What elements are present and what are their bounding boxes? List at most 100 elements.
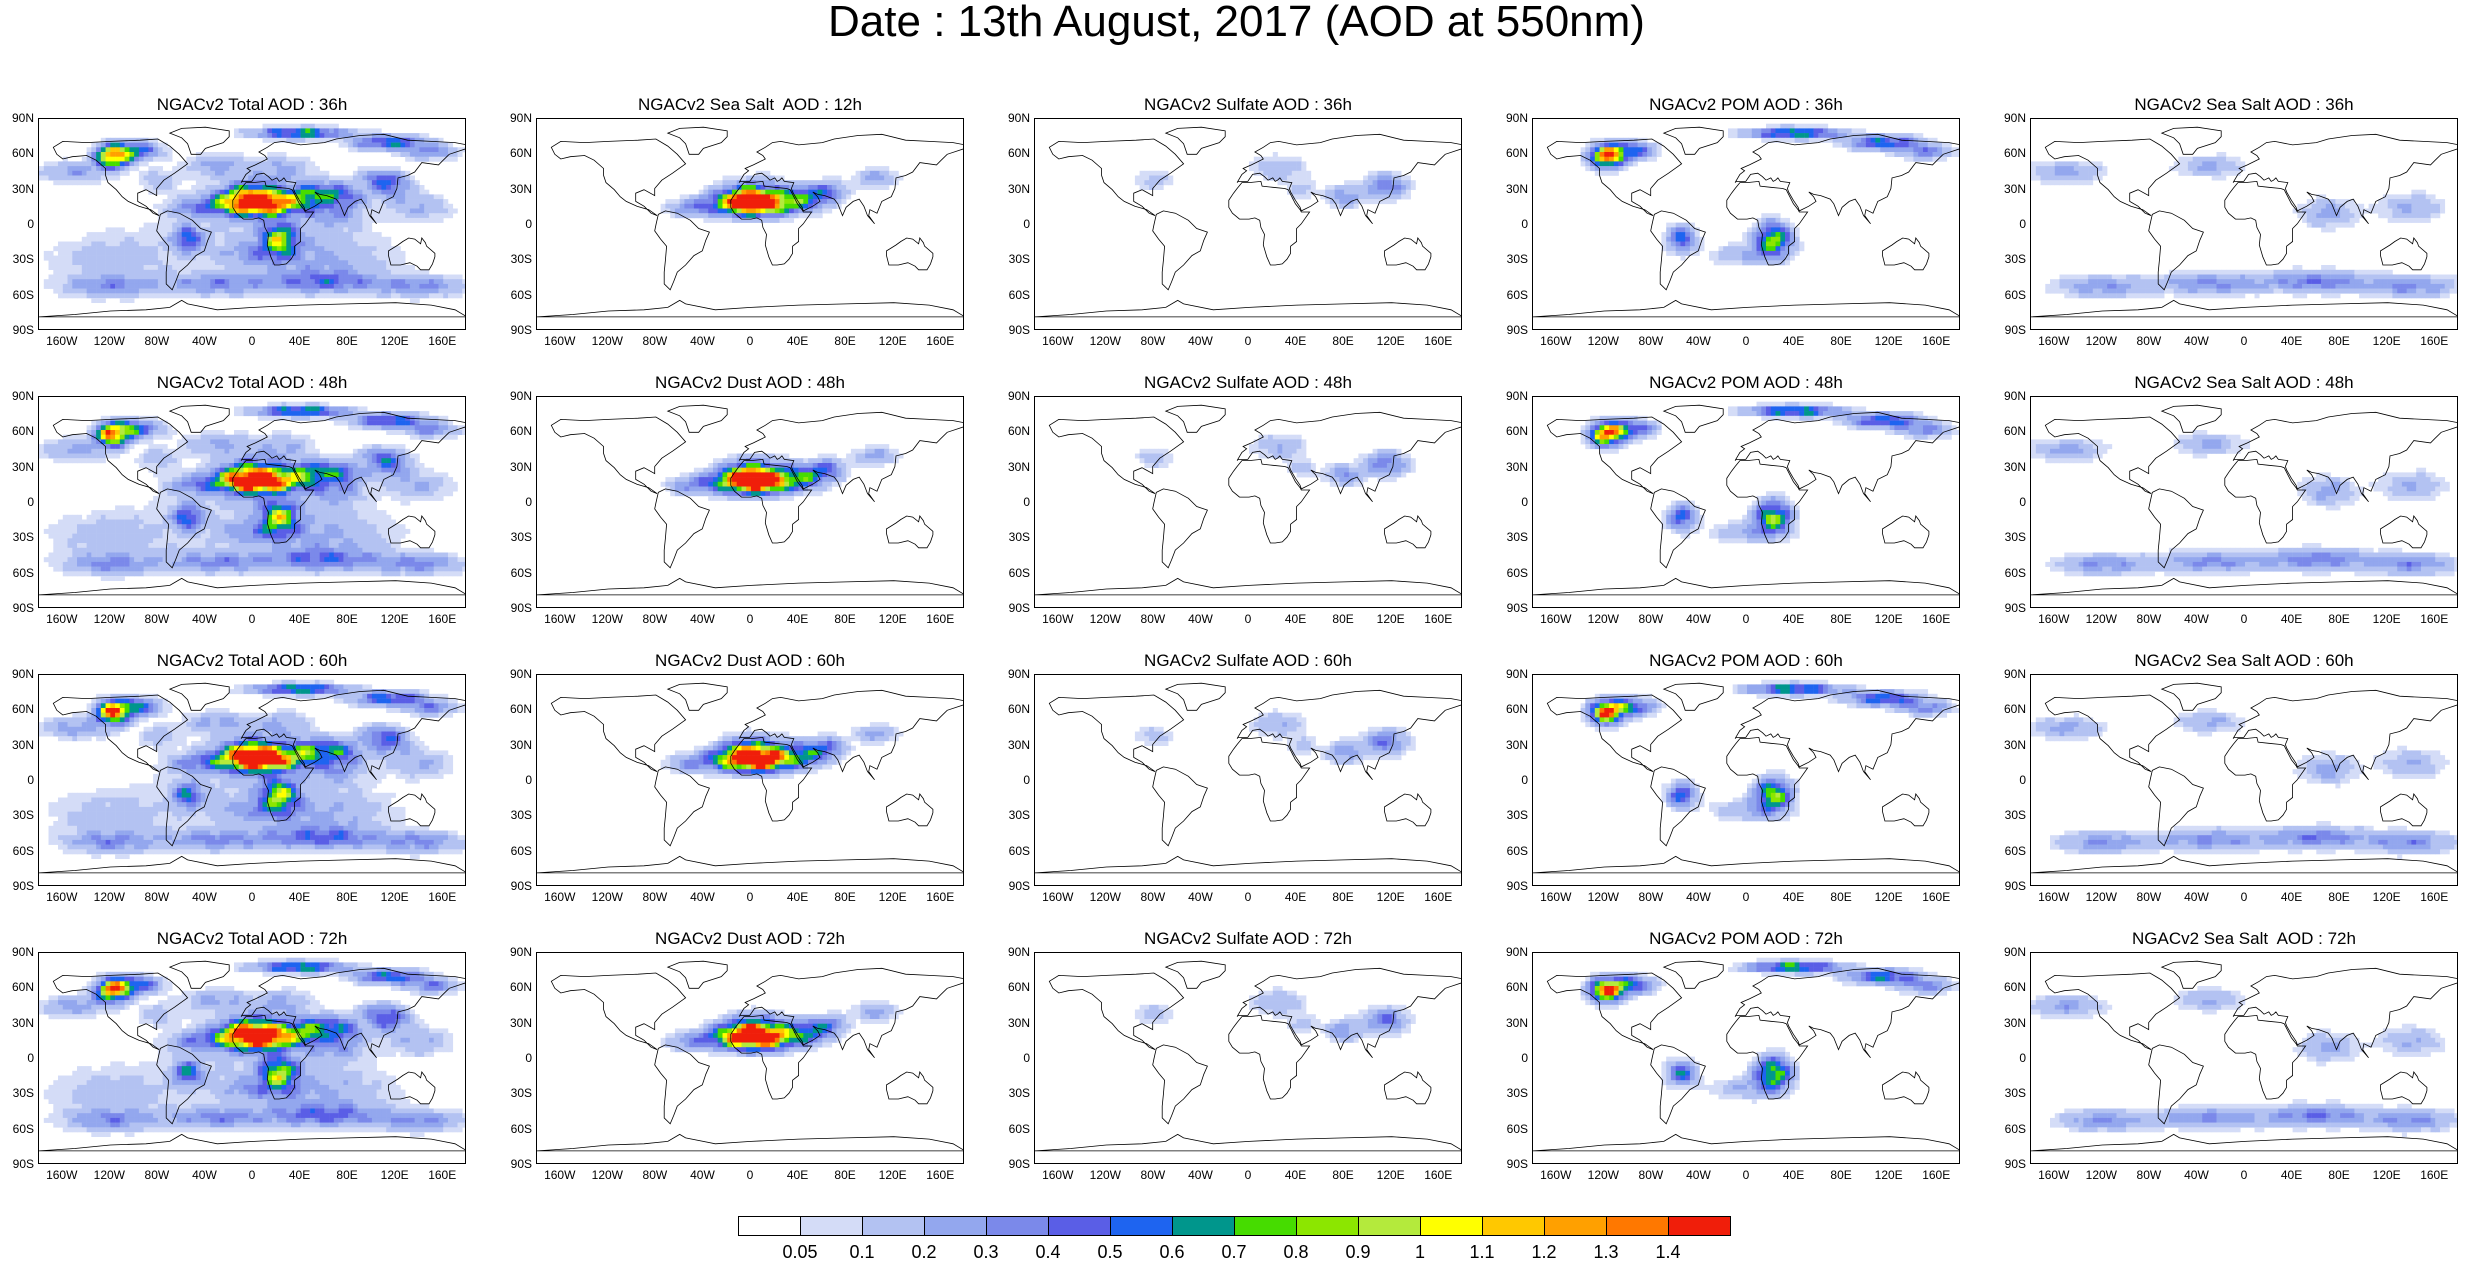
lon-tick-label: 120W	[2081, 335, 2121, 347]
lat-tick-label: 0	[1990, 218, 2026, 230]
lon-tick-label: 40W	[2176, 335, 2216, 347]
lat-tick-label: 30N	[1492, 461, 1528, 473]
map-frame	[2030, 952, 2458, 1164]
lon-tick-label: 160E	[920, 891, 960, 903]
aod-map	[1533, 675, 1960, 886]
lat-tick-label: 60N	[1990, 147, 2026, 159]
lon-tick-label: 120E	[2367, 613, 2407, 625]
lon-tick-label: 80W	[1631, 613, 1671, 625]
colorbar-swatch	[1544, 1216, 1607, 1236]
map-frame	[1532, 952, 1960, 1164]
lat-tick-label: 60N	[496, 703, 532, 715]
lat-tick-label: 30N	[496, 1017, 532, 1029]
map-frame	[1034, 674, 1462, 886]
lon-tick-label: 160E	[422, 891, 462, 903]
colorbar-swatch	[1668, 1216, 1731, 1236]
lon-tick-label: 80W	[2129, 335, 2169, 347]
lon-tick-label: 40E	[778, 891, 818, 903]
colorbar-label: 0.5	[1085, 1243, 1135, 1261]
lat-tick-label: 60S	[496, 845, 532, 857]
lat-tick-label: 30S	[496, 809, 532, 821]
lon-tick-label: 40E	[778, 335, 818, 347]
panel-title: NGACv2 Sea Salt AOD : 12h	[536, 95, 964, 115]
lat-tick-label: 0	[1492, 496, 1528, 508]
lon-tick-label: 120E	[1869, 1169, 1909, 1181]
lon-tick-label: 0	[2224, 335, 2264, 347]
lon-tick-label: 40W	[682, 891, 722, 903]
lon-tick-label: 40W	[1180, 1169, 1220, 1181]
lat-tick-label: 60N	[1492, 147, 1528, 159]
lat-tick-label: 30N	[0, 1017, 34, 1029]
map-frame	[536, 396, 964, 608]
lon-tick-label: 80W	[2129, 613, 2169, 625]
lat-tick-label: 90N	[496, 112, 532, 124]
lon-tick-label: 160W	[42, 1169, 82, 1181]
lon-tick-label: 40E	[2272, 335, 2312, 347]
aod-map	[2031, 119, 2458, 330]
lon-tick-label: 80W	[635, 1169, 675, 1181]
lat-tick-label: 60N	[0, 425, 34, 437]
lon-tick-label: 160W	[540, 891, 580, 903]
lon-tick-label: 160E	[920, 335, 960, 347]
lon-tick-label: 40W	[1180, 335, 1220, 347]
colorbar-label: 0.6	[1147, 1243, 1197, 1261]
lon-tick-label: 80W	[1133, 1169, 1173, 1181]
aod-map	[2031, 675, 2458, 886]
lat-tick-label: 30S	[1492, 1087, 1528, 1099]
lon-tick-label: 80W	[1133, 335, 1173, 347]
map-frame	[38, 674, 466, 886]
colorbar-swatch	[800, 1216, 863, 1236]
lat-tick-label: 60N	[496, 147, 532, 159]
lon-tick-label: 120E	[1869, 613, 1909, 625]
lon-tick-label: 0	[232, 891, 272, 903]
lat-tick-label: 90N	[1990, 390, 2026, 402]
lon-tick-label: 160W	[2034, 1169, 2074, 1181]
lon-tick-label: 40E	[1276, 613, 1316, 625]
lat-tick-label: 60S	[496, 567, 532, 579]
lon-tick-label: 120E	[1371, 613, 1411, 625]
lat-tick-label: 90S	[994, 1158, 1030, 1170]
colorbar-swatch	[1296, 1216, 1359, 1236]
lon-tick-label: 160E	[1418, 1169, 1458, 1181]
lat-tick-label: 90N	[994, 390, 1030, 402]
lon-tick-label: 160W	[540, 335, 580, 347]
colorbar-label: 0.9	[1333, 1243, 1383, 1261]
lon-tick-label: 0	[232, 1169, 272, 1181]
lat-tick-label: 30N	[0, 739, 34, 751]
lon-tick-label: 40W	[2176, 1169, 2216, 1181]
lat-tick-label: 0	[496, 496, 532, 508]
lon-tick-label: 80W	[635, 335, 675, 347]
panel-title: NGACv2 Sea Salt AOD : 60h	[2030, 651, 2458, 671]
lat-tick-label: 60S	[1990, 1123, 2026, 1135]
lon-tick-label: 120E	[873, 1169, 913, 1181]
lon-tick-label: 80W	[2129, 891, 2169, 903]
lon-tick-label: 80W	[137, 613, 177, 625]
lat-tick-label: 0	[496, 218, 532, 230]
lon-tick-label: 120E	[873, 335, 913, 347]
lat-tick-label: 60N	[0, 981, 34, 993]
panel-title: NGACv2 Sulfate AOD : 60h	[1034, 651, 1462, 671]
lon-tick-label: 0	[1228, 335, 1268, 347]
lat-tick-label: 30N	[0, 183, 34, 195]
map-frame	[1532, 118, 1960, 330]
lat-tick-label: 90N	[1990, 946, 2026, 958]
lon-tick-label: 40W	[1678, 1169, 1718, 1181]
lon-tick-label: 80E	[825, 1169, 865, 1181]
lon-tick-label: 120E	[873, 891, 913, 903]
lat-tick-label: 60S	[0, 567, 34, 579]
colorbar-label: 1.1	[1457, 1243, 1507, 1261]
lon-tick-label: 120W	[1085, 613, 1125, 625]
lon-tick-label: 80W	[1133, 613, 1173, 625]
lat-tick-label: 60S	[994, 567, 1030, 579]
lon-tick-label: 40E	[2272, 891, 2312, 903]
lon-tick-label: 40W	[1678, 613, 1718, 625]
colorbar-label: 0.3	[961, 1243, 1011, 1261]
lat-tick-label: 60S	[0, 845, 34, 857]
lat-tick-label: 30N	[496, 461, 532, 473]
lat-tick-label: 90S	[1990, 880, 2026, 892]
lat-tick-label: 90N	[994, 112, 1030, 124]
